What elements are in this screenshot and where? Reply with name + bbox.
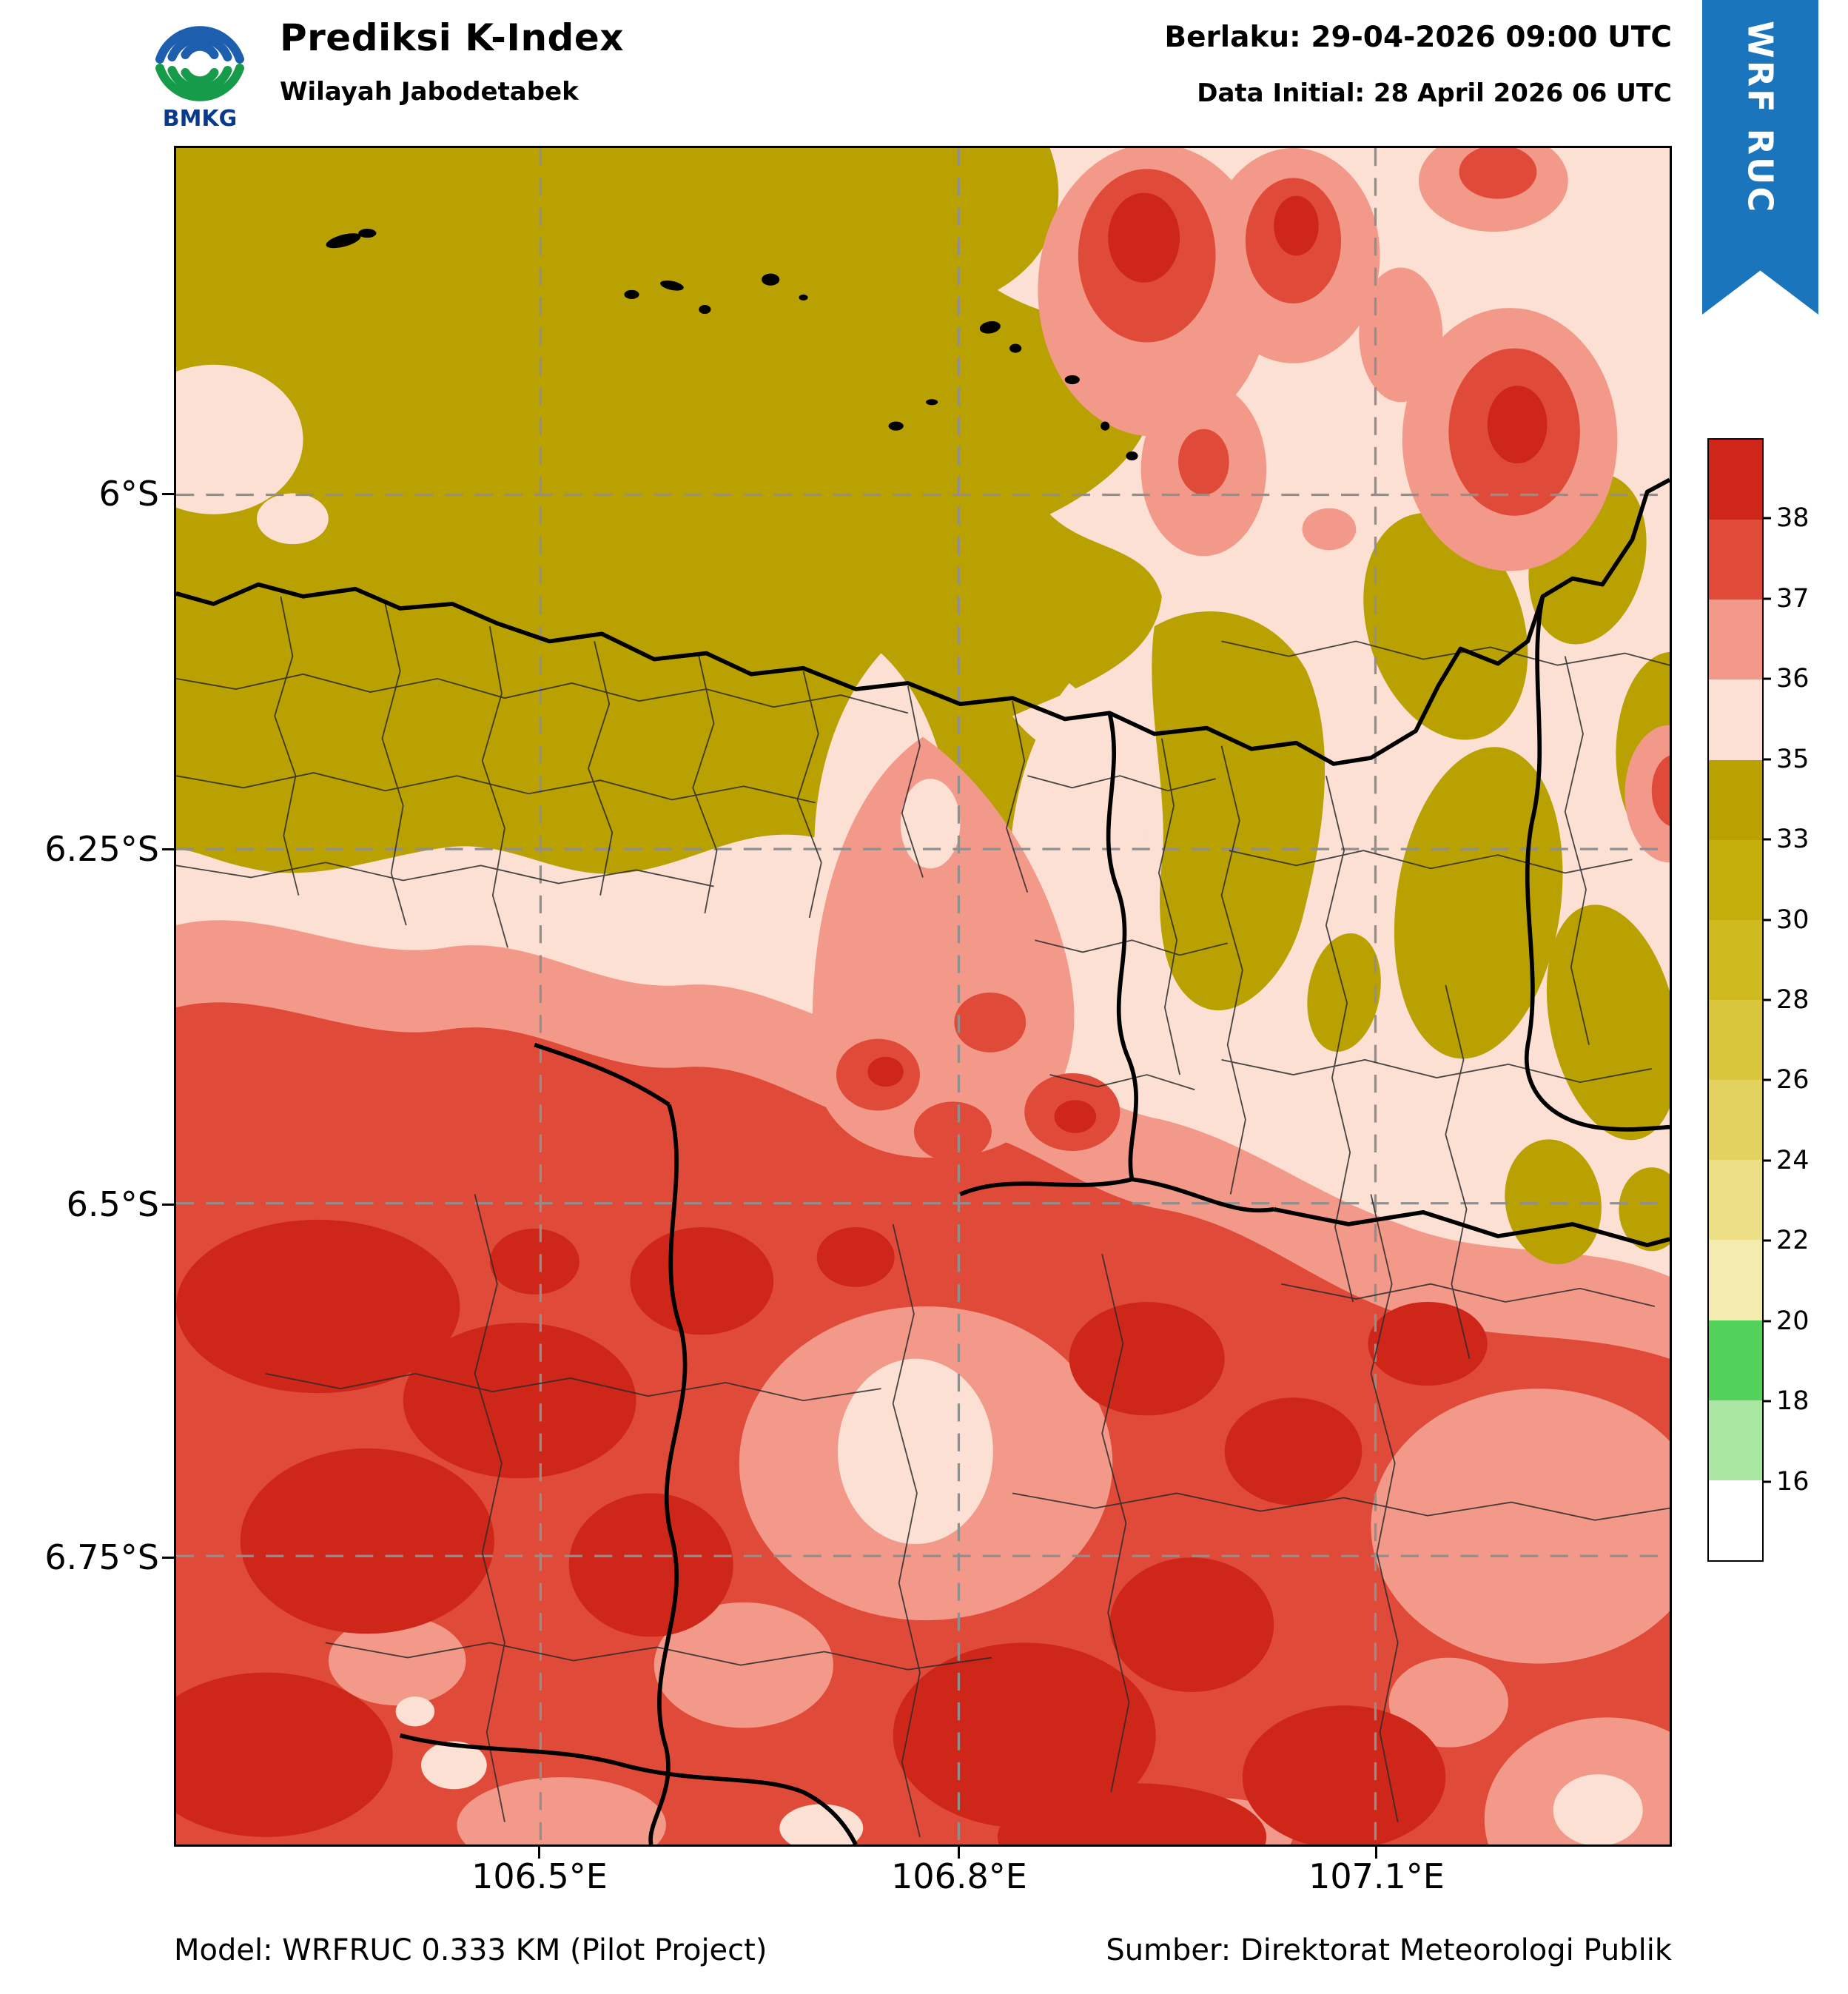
x-axis-tickmark: [538, 1847, 540, 1859]
colorbar-segment: [1709, 1480, 1762, 1560]
y-axis-tickmark: [162, 1204, 174, 1206]
wrf-ruc-ribbon: WRF RUC: [1702, 0, 1818, 315]
contour-fills: [176, 148, 1670, 1844]
model-label: Model: WRFRUC 0.333 KM (Pilot Project): [174, 1933, 767, 1967]
map-gridlines: [176, 148, 1670, 1844]
colorbar-segment: [1709, 999, 1762, 1081]
valid-time-label: Berlaku: 29-04-2026 09:00 UTC: [1164, 21, 1672, 54]
colorbar-tick-label: 30: [1776, 905, 1810, 935]
y-axis-tick-label: 6°S: [98, 474, 159, 514]
page-title: Prediksi K-Index: [280, 16, 625, 59]
source-label: Sumber: Direktorat Meteorologi Publik: [1106, 1933, 1672, 1967]
y-axis-tick-label: 6.5°S: [66, 1184, 159, 1224]
colorbar-segment: [1709, 1160, 1762, 1241]
colorbar-tick-label: 20: [1776, 1306, 1810, 1336]
page-subtitle: Wilayah Jabodetabek: [280, 77, 579, 107]
colorbar-tick-label: 16: [1776, 1467, 1810, 1497]
colorbar-tick-label: 24: [1776, 1146, 1810, 1175]
colorbar-tick-label: 36: [1776, 664, 1810, 694]
x-axis-tick-label: 107.1°E: [1308, 1856, 1445, 1896]
kindex-colorbar: [1707, 438, 1764, 1562]
colorbar-segment: [1709, 839, 1762, 920]
x-axis-tick-label: 106.5°E: [471, 1856, 608, 1896]
bmkg-logo-icon: BMKG: [155, 26, 244, 130]
colorbar-segment: [1709, 1080, 1762, 1161]
colorbar-segment: [1709, 440, 1762, 520]
colorbar-segment: [1709, 1240, 1762, 1320]
data-initial-label: Data Initial: 28 April 2026 06 UTC: [1197, 78, 1672, 108]
wrf-ruc-ribbon-label: WRF RUC: [1740, 21, 1781, 215]
x-axis-tickmark: [958, 1847, 960, 1859]
colorbar-segment: [1709, 919, 1762, 1000]
x-axis-tick-label: 106.8°E: [891, 1856, 1027, 1896]
colorbar-tick-label: 18: [1776, 1386, 1810, 1416]
colorbar-tick-label: 26: [1776, 1065, 1810, 1095]
y-axis-tickmark: [162, 1557, 174, 1559]
colorbar-segment: [1709, 759, 1762, 840]
colorbar-tick-label: 33: [1776, 825, 1810, 854]
islands: [326, 229, 1138, 461]
district-boundaries: [176, 596, 1670, 1838]
kindex-map: [174, 146, 1672, 1847]
y-axis-tickmark: [162, 493, 174, 495]
x-axis-tickmark: [1375, 1847, 1377, 1859]
y-axis-tickmark: [162, 848, 174, 850]
colorbar-tick-label: 37: [1776, 584, 1810, 614]
colorbar-tick-label: 35: [1776, 745, 1810, 774]
colorbar-segment: [1709, 600, 1762, 680]
bmkg-logo-text: BMKG: [163, 106, 238, 130]
colorbar-tick-label: 28: [1776, 985, 1810, 1015]
colorbar-tick-label: 38: [1776, 503, 1810, 533]
y-axis-tick-label: 6.25°S: [44, 829, 159, 869]
colorbar-segment: [1709, 1400, 1762, 1480]
y-axis-tick-label: 6.75°S: [44, 1537, 159, 1577]
colorbar-segment: [1709, 520, 1762, 600]
colorbar-segment: [1709, 1320, 1762, 1400]
coastline-and-province-boundaries: [176, 477, 1670, 1844]
colorbar-segment: [1709, 679, 1762, 760]
colorbar-tick-label: 22: [1776, 1226, 1810, 1255]
